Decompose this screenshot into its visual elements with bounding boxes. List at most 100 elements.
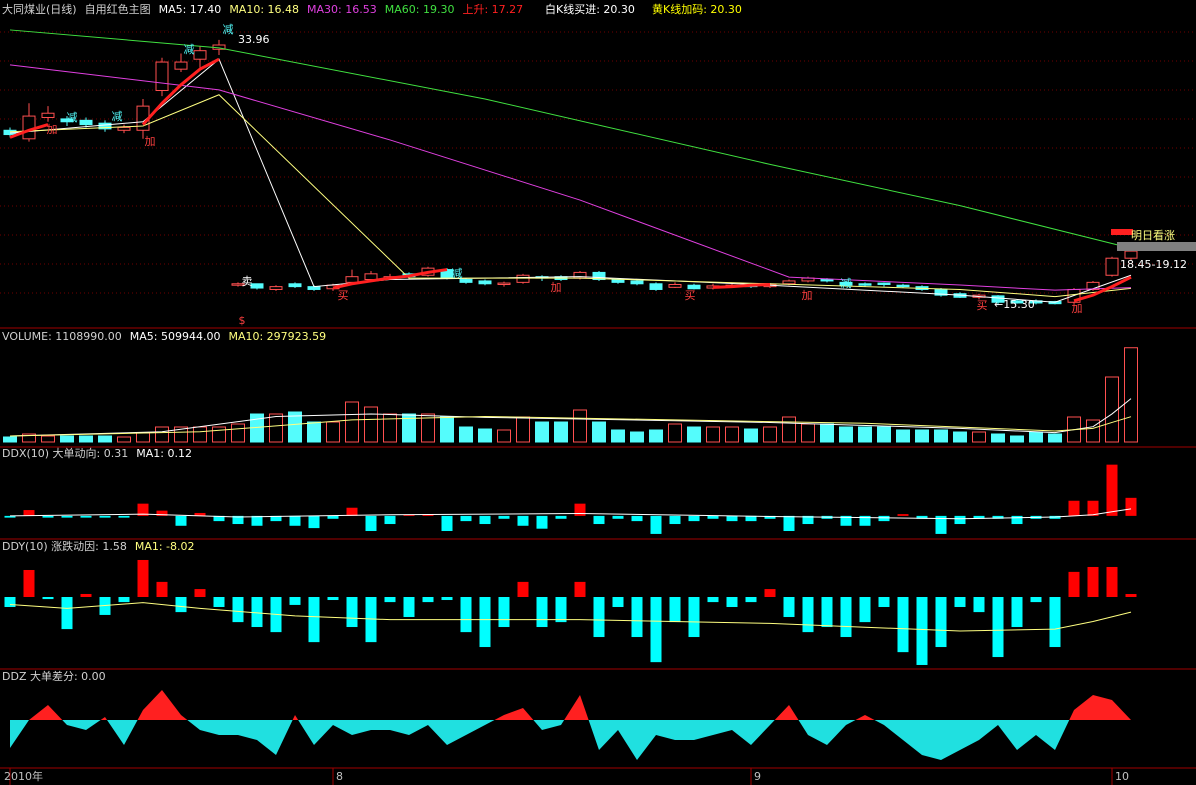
indicator-bar (23, 510, 35, 516)
indicator-bar (460, 515, 472, 522)
indicator-bar (289, 515, 301, 526)
indicator-bar (669, 515, 681, 525)
volume-bar (193, 426, 207, 443)
indicator-bar (498, 515, 510, 519)
signal-annotation: 加 (802, 289, 813, 302)
panel-label: MA10: 297923.59 (228, 330, 326, 343)
indicator-bar (384, 515, 396, 525)
candle-body (1010, 300, 1024, 304)
indicator-bar (346, 507, 358, 516)
indicator-bar (897, 514, 909, 516)
indicator-bar (783, 596, 795, 618)
candle-body (345, 276, 359, 283)
candle-body (288, 283, 302, 288)
signal-annotation: 买 (338, 289, 349, 302)
candle-body (1124, 250, 1138, 259)
x-tick-label: 2010年 (4, 769, 43, 783)
panel-label: 上升: 17.27 (462, 3, 523, 16)
indicator-bar (289, 596, 301, 605)
signal-annotation: 加 (551, 281, 562, 294)
candle-body (98, 122, 112, 130)
indicator-bar (574, 581, 586, 597)
volume-bar (611, 429, 625, 443)
indicator-bar (194, 589, 206, 597)
volume-bar (516, 416, 530, 443)
indicator-bar (688, 515, 700, 522)
indicator-line (9, 57, 1132, 303)
candle-body (820, 279, 834, 282)
indicator-line (9, 415, 1132, 437)
indicator-line (9, 602, 1132, 632)
indicator-bar (1068, 571, 1080, 597)
indicator-bar (593, 596, 605, 638)
indicator-bar (821, 596, 833, 628)
volume-bar (706, 426, 720, 443)
indicator-bar (878, 515, 890, 522)
indicator-bar (688, 596, 700, 638)
indicator-bar (555, 515, 567, 519)
volume-bar (649, 429, 663, 443)
candle-body (896, 284, 910, 288)
candle-body (630, 280, 644, 285)
indicator-bar (916, 515, 928, 519)
indicator-bar (992, 515, 1004, 519)
volume-bar (668, 423, 682, 443)
indicator-bar (916, 596, 928, 665)
volume-bar (535, 421, 549, 443)
indicator-bar (631, 515, 643, 522)
signal-annotation: $ (239, 314, 246, 327)
indicator-bar (840, 515, 852, 526)
volume-bar (345, 401, 359, 443)
panel-label: MA30: 16.53 (307, 3, 377, 16)
indicator-bar (764, 589, 776, 597)
indicator-bar (232, 596, 244, 623)
candle-body (231, 283, 245, 286)
indicator-bar (897, 596, 909, 653)
volume-bar (307, 421, 321, 443)
indicator-bar (992, 596, 1004, 658)
indicator-bar (745, 596, 757, 603)
indicator-bar (270, 515, 282, 522)
indicator-bar (707, 596, 719, 603)
indicator-bar (1011, 596, 1023, 628)
indicator-bar (137, 559, 149, 597)
volume-bar (991, 433, 1005, 443)
indicator-bar (840, 596, 852, 638)
forecast-marker (1117, 242, 1196, 251)
volume-bar (896, 429, 910, 443)
signal-annotation: 33.96 (238, 33, 270, 46)
volume-bar (934, 429, 948, 443)
indicator-bar (517, 515, 529, 526)
volume-bar (915, 429, 929, 443)
indicator-bar (631, 596, 643, 638)
indicator-bar (707, 515, 719, 519)
panel-label: MA60: 19.30 (385, 3, 455, 16)
indicator-bar (1087, 500, 1099, 516)
indicator-bar (1049, 596, 1061, 648)
indicator-bar (460, 596, 472, 633)
panel-label: MA5: 17.40 (159, 3, 222, 16)
indicator-bar (1030, 596, 1042, 603)
indicator-bar (1106, 566, 1118, 597)
candle-body (516, 274, 530, 283)
candle-body (269, 286, 283, 290)
volume-bar (1124, 347, 1138, 443)
volume-bar (820, 423, 834, 443)
indicator-bar (973, 515, 985, 519)
volume-bar (440, 416, 454, 443)
volume-bar (174, 426, 188, 443)
indicator-bar (156, 581, 168, 597)
candle-body (839, 281, 853, 286)
volume-bar (630, 431, 644, 443)
indicator-bar (574, 503, 586, 516)
volume-bar (231, 423, 245, 443)
volume-bar (858, 426, 872, 443)
indicator-bar (954, 515, 966, 525)
x-tick-label: 8 (336, 770, 343, 783)
indicator-bar (1125, 497, 1137, 516)
volume-bar (326, 421, 340, 443)
indicator-bar (935, 515, 947, 534)
